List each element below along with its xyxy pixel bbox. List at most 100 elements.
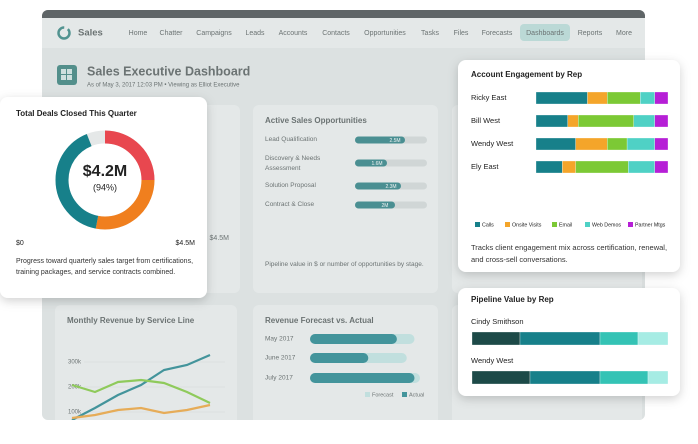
- legend-swatch: [552, 222, 557, 227]
- rep-label: Ely East: [471, 162, 499, 171]
- stage-label: Solution Proposal: [265, 182, 316, 189]
- nav-item[interactable]: More: [616, 30, 632, 37]
- bar-segment: [654, 160, 669, 174]
- icon-cell: [67, 69, 72, 74]
- card-note-box: Progress toward quarterly sales target f…: [16, 258, 194, 276]
- rep-label: Wendy West: [471, 356, 514, 365]
- card: [55, 305, 237, 420]
- bar-segment: [587, 91, 608, 105]
- bar-segment: [633, 114, 655, 128]
- card-title: Monthly Revenue by Service Line: [67, 316, 195, 325]
- logo: [57, 26, 71, 40]
- bar: [310, 334, 397, 344]
- nav-item[interactable]: Dashboards: [526, 30, 564, 37]
- value-label: 2.3M: [385, 184, 396, 190]
- donut-segment: [55, 130, 155, 230]
- line-series: [71, 353, 211, 420]
- legend-swatch: [365, 392, 370, 397]
- dashboard-title: Sales Executive Dashboard: [87, 64, 250, 78]
- bar-segment: [654, 91, 669, 105]
- donut-percent: (94%): [93, 182, 117, 192]
- card: [253, 105, 438, 293]
- card-title: Account Engagement by Rep: [471, 70, 582, 79]
- bar: [355, 159, 387, 167]
- nav-item[interactable]: Opportunities: [364, 30, 406, 37]
- card-title: Active Sales Opportunities: [265, 116, 367, 125]
- rep-label: Wendy West: [471, 139, 514, 148]
- engagement-card: Account Engagement by Rep Ricky East Bill …: [458, 60, 680, 272]
- bar-segment: [535, 137, 576, 151]
- nav-item[interactable]: Contacts: [322, 30, 350, 37]
- category-label: June 2017: [265, 355, 296, 362]
- bar-segment: [519, 331, 601, 346]
- card-note-box: Tracks client engagement mix across cert…: [471, 243, 668, 264]
- line-series: [71, 378, 211, 404]
- rep-label: Bill West: [471, 116, 501, 125]
- bar-segment: [647, 370, 669, 385]
- legend-label: Forecast: [372, 392, 394, 398]
- nav-active: [520, 24, 570, 41]
- stage-label-box: Contract & Close: [265, 201, 315, 208]
- bar-segment: [562, 160, 576, 174]
- icon-cell: [61, 75, 66, 80]
- rep-label: Cindy Smithson: [471, 317, 524, 326]
- card-note: Pipeline value in $ or number of opportu…: [265, 261, 424, 268]
- value-label: 2.5M: [389, 138, 400, 144]
- bar-segment: [654, 137, 669, 151]
- legend-swatch: [585, 222, 590, 227]
- nav-item[interactable]: Home: [129, 30, 148, 37]
- bar-segment: [535, 160, 563, 174]
- bar: [355, 182, 401, 190]
- nav-item[interactable]: Chatter: [160, 30, 184, 37]
- bar-segment: [535, 114, 568, 128]
- card-bg: [0, 97, 207, 298]
- stage-label: Discovery & Needs Assessment: [265, 155, 321, 172]
- legend-label: Web Demos: [592, 222, 621, 228]
- dashboard-subtitle: As of May 3, 2017 12:03 PM • Viewing as …: [87, 83, 240, 89]
- category-label: July 2017: [265, 375, 293, 382]
- nav-item[interactable]: Campaigns: [196, 30, 232, 37]
- icon-cell: [61, 69, 66, 74]
- nav-item[interactable]: Accounts: [279, 30, 308, 37]
- nav-item[interactable]: Forecasts: [482, 30, 513, 37]
- legend-swatch: [475, 222, 480, 227]
- bar-segment: [607, 137, 628, 151]
- bar-segment: [640, 91, 655, 105]
- value-label: 1.6M: [371, 161, 382, 167]
- bar-segment: [607, 91, 641, 105]
- stage-label: Contract & Close: [265, 201, 315, 208]
- bar-segment: [529, 370, 601, 385]
- bar-segment: [567, 114, 579, 128]
- brand: Sales: [78, 28, 103, 39]
- stage-label: Lead Qualification: [265, 136, 318, 143]
- legend-label: Onsite Visits: [512, 222, 542, 228]
- donut-value: $4.2M: [83, 163, 127, 180]
- bar-segment: [599, 370, 649, 385]
- bar-segment: [578, 114, 634, 128]
- nav-item[interactable]: Tasks: [421, 30, 439, 37]
- card-note: Tracks client engagement mix across cert…: [471, 243, 668, 264]
- category-label: May 2017: [265, 336, 294, 343]
- line-series: [71, 403, 211, 420]
- legend-label: Email: [559, 222, 572, 228]
- bar: [310, 373, 415, 383]
- y-tick-label: 300k: [68, 360, 82, 366]
- nav-item[interactable]: Leads: [245, 30, 265, 37]
- rep-label: Ricky East: [471, 93, 507, 102]
- card-note: Progress toward quarterly sales target f…: [16, 258, 194, 276]
- bar: [310, 353, 369, 363]
- range-max: $4.5M: [176, 240, 196, 247]
- nav-item[interactable]: Reports: [578, 30, 603, 37]
- icon-cell: [67, 75, 72, 80]
- bar-segment: [628, 160, 655, 174]
- bg-deals-max: $4.5M: [210, 235, 230, 242]
- top-strip: [42, 10, 645, 18]
- card-title: Total Deals Closed This Quarter: [16, 109, 137, 118]
- card-title: Pipeline Value by Rep: [471, 295, 554, 304]
- bar-segment: [637, 331, 669, 346]
- nav-item[interactable]: Files: [454, 30, 469, 37]
- bar: [355, 201, 395, 209]
- value-label: 2M: [382, 203, 389, 209]
